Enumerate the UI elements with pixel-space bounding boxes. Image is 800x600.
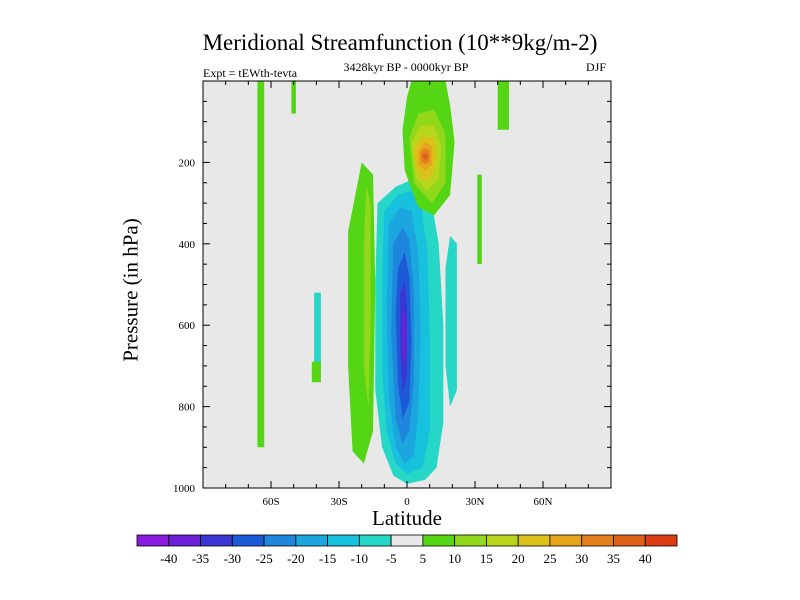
colorbar-label: -40 [160,551,177,566]
y-tick-label: 200 [179,157,196,169]
colorbar-swatch [581,534,614,547]
y-tick-label: 600 [179,320,196,332]
colorbar-label: -10 [351,551,368,566]
colorbar-label: 40 [639,551,652,566]
x-tick-label: 30S [330,496,347,508]
x-axis-label: Latitude [372,506,442,530]
contour-upper-hadley-plus35 [422,152,429,161]
colorbar-swatch [295,534,328,547]
contour-southern-ferrel-positive [311,361,321,383]
contour-northern-upper-small-positive [497,81,509,130]
colorbar: -40 -35 -30 -25 -20 -15 -10 -5 5 10 15 20 25 30 35 40 [136,534,678,566]
x-tick-label: 60N [534,496,553,508]
contour-southern-mid-small-positive [291,81,296,114]
contour-southern-polar-positive-band [257,81,265,448]
colorbar-label: -30 [224,551,241,566]
colorbar-swatch [390,534,424,547]
colorbar-label: 20 [512,551,525,566]
colorbar-label: 5 [420,551,427,566]
colorbar-swatch [136,534,170,547]
colorbar-label: 30 [575,551,588,566]
colorbar-swatch [231,534,265,547]
colorbar-swatch [358,534,392,547]
colorbar-label: -15 [319,551,336,566]
colorbar-swatch [200,534,233,547]
colorbar-swatch [549,534,583,547]
chart-title: Meridional Streamfunction (10**9kg/m-2) [202,30,598,55]
contour-southern-hadley-inner-positive [363,186,371,407]
colorbar-swatch [517,534,551,547]
colorbar-label: 10 [448,551,461,566]
colorbar-swatch [644,534,678,547]
experiment-label: Expt = tEWth-tevta [203,66,298,80]
colorbar-label: 25 [543,551,556,566]
x-tick-label: 30N [466,496,485,508]
colorbar-swatch [327,534,360,547]
contour-southern-ferrel-negative [314,292,321,366]
y-tick-label: 1000 [173,483,196,495]
colorbar-swatch [486,534,519,547]
season-label: DJF [586,60,607,74]
plot-area [203,81,611,488]
colorbar-label: -25 [255,551,272,566]
colorbar-label: -20 [287,551,304,566]
contour-hadley-minus35 [402,308,407,366]
contour-northern-tropical-negative [445,235,457,407]
x-tick-label: 0 [404,496,410,508]
y-tick-label: 800 [179,402,196,414]
y-tick-label: 400 [179,239,196,251]
axes: 60S 30S 0 30N 60N 200 400 600 800 1000 [173,80,612,508]
colorbar-swatch [263,534,297,547]
colorbar-swatch [613,534,646,547]
colorbar-label: 15 [480,551,493,566]
colorbar-swatch [422,534,456,547]
colorbar-swatch [454,534,487,547]
x-tick-label: 60S [262,496,279,508]
colorbar-swatch [168,534,201,547]
colorbar-label: -35 [192,551,209,566]
contour-northern-subtropical-positive [477,174,482,265]
colorbar-label: 35 [607,551,620,566]
chart-subtitle: 3428kyr BP - 0000kyr BP [343,60,469,74]
colorbar-label: -5 [386,551,397,566]
